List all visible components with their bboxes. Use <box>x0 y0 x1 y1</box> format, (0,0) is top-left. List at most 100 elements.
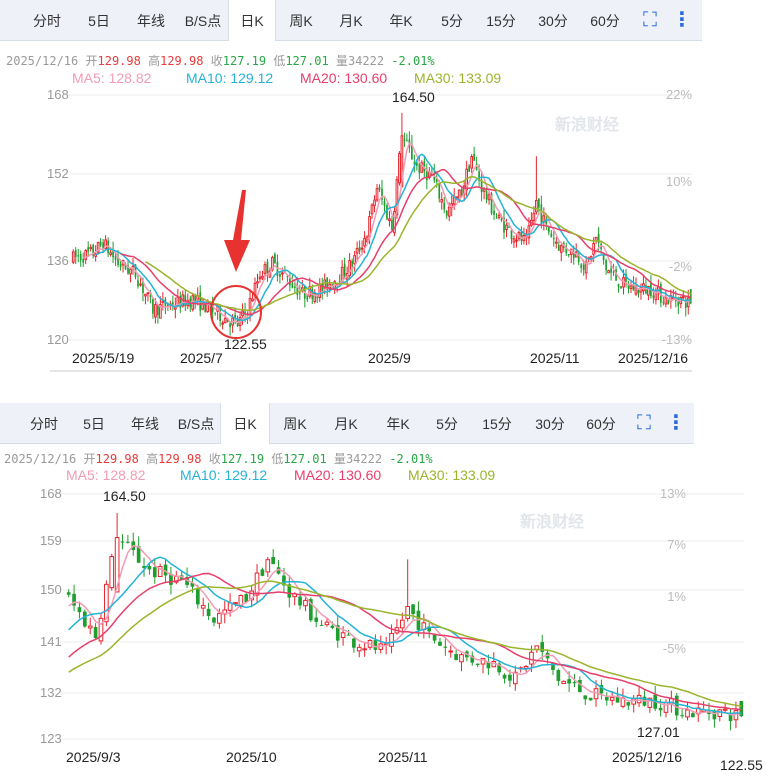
tab-weekly-k[interactable]: 周K <box>289 13 313 29</box>
candle-body <box>728 712 733 722</box>
period-tab-bar: 分时 5日 年线 B/S点 日K 周K 月K 年K 5分 15分 30分 60分… <box>0 403 694 444</box>
open-value: 129.98 <box>97 54 141 68</box>
x-tick-label: 2025/12/16 <box>612 749 682 765</box>
volume-value: 34222 <box>347 54 385 68</box>
candle-body <box>340 632 346 638</box>
tab-year-line[interactable]: 年线 <box>137 13 165 29</box>
candle-body <box>219 306 221 321</box>
x-tick-label: 2025/7 <box>180 350 223 366</box>
tab-15min[interactable]: 15分 <box>486 13 516 29</box>
candle-body <box>552 238 555 240</box>
candle-body <box>460 188 463 197</box>
tab-daily-k[interactable]: 日K <box>220 403 270 444</box>
tab-fenshi[interactable]: 分时 <box>33 13 61 29</box>
candle-body <box>503 217 505 233</box>
quote-info-line: 2025/12/16 开129.98 高129.98 收127.19 低127.… <box>4 450 433 467</box>
candle-body <box>229 323 231 328</box>
candle-body <box>294 286 296 288</box>
candle-body <box>470 156 473 169</box>
tab-30min[interactable]: 30分 <box>535 416 565 432</box>
change-value: -2.01% <box>391 54 435 68</box>
candle-body <box>126 541 130 543</box>
ma-lines <box>83 142 692 324</box>
candle-body <box>733 710 739 721</box>
x-tick-label: 2025/9/3 <box>66 749 121 765</box>
chart-panel-2: 分时 5日 年线 B/S点 日K 周K 月K 年K 5分 15分 30分 60分… <box>0 403 778 783</box>
candle-body <box>200 604 206 609</box>
tab-bs-points[interactable]: B/S点 <box>184 13 222 29</box>
candle-body <box>652 295 655 298</box>
ma20-label: MA20: <box>300 70 341 86</box>
candle-body <box>383 201 386 206</box>
candle-body <box>335 625 340 641</box>
tab-5day[interactable]: 5日 <box>83 416 105 432</box>
candle-body <box>580 264 583 269</box>
tab-monthly-k[interactable]: 月K <box>334 416 358 432</box>
candle-body <box>124 263 127 270</box>
watermark: 新浪财经 <box>520 512 584 531</box>
tab-5day[interactable]: 5日 <box>88 13 110 29</box>
tab-daily-k[interactable]: 日K <box>228 0 276 41</box>
tab-bs-points[interactable]: B/S点 <box>177 416 215 432</box>
candle-body <box>117 256 119 266</box>
tab-60min[interactable]: 60分 <box>590 13 620 29</box>
candle-body <box>282 575 286 586</box>
tab-30min[interactable]: 30分 <box>538 13 568 29</box>
ma20-line <box>120 168 692 316</box>
candle-body <box>391 219 393 231</box>
pct-tick-label: -2% <box>669 259 693 274</box>
candle-body <box>142 281 144 294</box>
candle-body <box>592 242 595 255</box>
scroll-track[interactable] <box>50 370 692 372</box>
tab-60min[interactable]: 60分 <box>586 416 616 432</box>
tab-monthly-k[interactable]: 月K <box>339 13 363 29</box>
tab-weekly-k[interactable]: 周K <box>283 416 307 432</box>
candle-body <box>365 236 369 243</box>
tab-5min[interactable]: 5分 <box>436 416 458 432</box>
fullscreen-icon[interactable]: ⛶ <box>637 412 651 434</box>
candle-body <box>629 285 633 289</box>
ma10-line <box>95 153 691 322</box>
candle-body <box>722 708 728 711</box>
close-label: 收 <box>208 452 221 466</box>
open-label: 开 <box>85 54 98 68</box>
candle-body <box>508 674 512 681</box>
y-tick-labels: 168 159 150 141 132 123 <box>40 486 62 746</box>
candle-body <box>114 537 120 593</box>
candle-body <box>154 304 157 318</box>
candle-body <box>89 247 93 250</box>
candle-body <box>169 573 173 585</box>
ma5-label: MA5: <box>66 467 99 483</box>
fullscreen-icon[interactable]: ⛶ <box>643 9 657 31</box>
candle-body <box>212 617 216 623</box>
candle-body <box>684 299 687 308</box>
close-value: 127.19 <box>220 452 265 466</box>
tab-year-line[interactable]: 年线 <box>131 416 159 432</box>
tab-5min[interactable]: 5分 <box>441 13 463 29</box>
candle-body <box>443 202 446 210</box>
tab-yearly-k[interactable]: 年K <box>389 13 413 29</box>
candle-body <box>261 275 264 279</box>
candle-body <box>77 607 82 613</box>
more-icon[interactable]: ⋮ <box>672 9 692 31</box>
tab-fenshi[interactable]: 分时 <box>30 416 58 432</box>
candle-body <box>411 143 413 160</box>
ma30-line <box>145 175 692 312</box>
candle-body <box>647 697 653 708</box>
candle-body <box>445 210 448 216</box>
candle-body <box>416 162 418 166</box>
ma5-value: 128.82 <box>102 467 146 483</box>
more-icon[interactable]: ⋮ <box>666 412 686 434</box>
ma5-legend: MA5: 128.82 <box>66 467 145 483</box>
kline-chart-1[interactable]: 新浪财经 168 152 136 120 22% 10% -2% -13% 16… <box>0 0 702 390</box>
tab-yearly-k[interactable]: 年K <box>386 416 410 432</box>
candle-body <box>685 709 690 718</box>
tab-15min[interactable]: 15分 <box>482 416 512 432</box>
y-tick-label: 141 <box>40 634 62 649</box>
ma30-value: 133.09 <box>452 467 496 483</box>
kline-chart-2[interactable]: 新浪财经 168 159 150 141 132 123 13% 7% 1% -… <box>0 403 778 783</box>
y-tick-label: 123 <box>40 731 62 746</box>
candle-body <box>152 567 157 578</box>
candle-body <box>234 314 236 319</box>
watermark: 新浪财经 <box>555 115 619 134</box>
